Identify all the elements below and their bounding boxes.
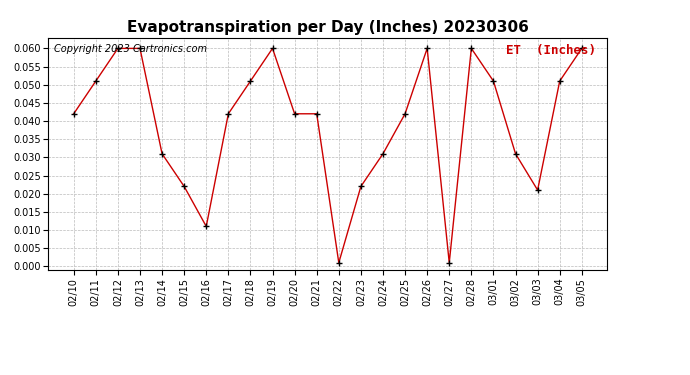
- Text: ET  (Inches): ET (Inches): [506, 45, 596, 57]
- Text: Copyright 2023 Cartronics.com: Copyright 2023 Cartronics.com: [54, 45, 207, 54]
- Title: Evapotranspiration per Day (Inches) 20230306: Evapotranspiration per Day (Inches) 2023…: [127, 20, 529, 35]
